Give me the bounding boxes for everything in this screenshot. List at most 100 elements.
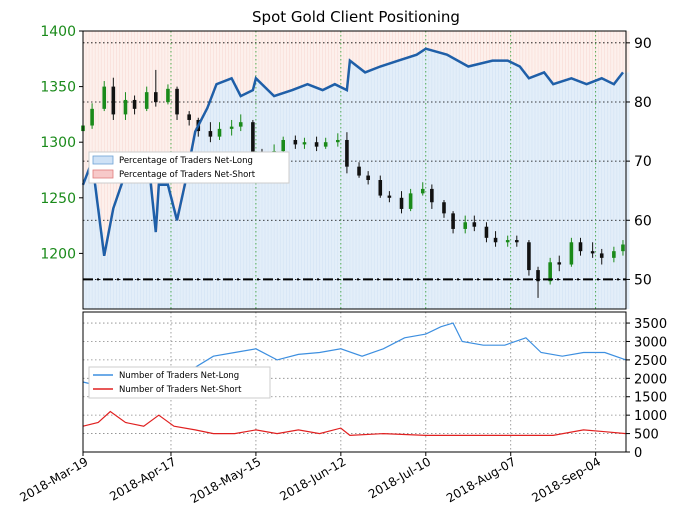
net-short-shade-strip <box>559 31 563 83</box>
net-long-shade-strip <box>322 90 327 310</box>
net-long-shade-strip <box>180 206 184 309</box>
net-short-shade-strip <box>301 31 305 87</box>
net-short-shade-strip <box>161 31 166 185</box>
net-long-shade-strip <box>116 199 120 309</box>
date-tick-label: 2018-Mar-19 <box>17 454 90 504</box>
net-short-shade-strip <box>447 31 451 55</box>
net-long-shade-strip <box>331 85 336 309</box>
net-long-shade-strip <box>271 93 275 309</box>
net-short-shade-strip <box>544 31 548 73</box>
net-short-shade-strip <box>450 31 454 57</box>
net-long-shade-strip <box>386 64 390 309</box>
net-long-shade-strip <box>286 92 290 309</box>
net-short-shade-strip <box>201 31 205 120</box>
net-long-shade-strip <box>268 90 272 310</box>
net-short-shade-strip <box>204 31 208 114</box>
net-long-shade-strip <box>583 83 587 310</box>
top-legend-box <box>88 151 290 184</box>
net-short-shade-strip <box>516 31 521 66</box>
net-long-shade-strip <box>249 91 254 310</box>
percentage-tick-label: 80 <box>634 95 652 111</box>
price-candles <box>81 69 625 298</box>
net-short-shade-strip <box>359 31 363 68</box>
net-short-shade-strip <box>571 31 575 79</box>
net-long-shade-strip <box>210 100 214 309</box>
net-long-shade-strip <box>510 62 515 309</box>
net-short-shade-strip <box>252 31 257 91</box>
candle-body <box>399 197 404 209</box>
bottom-legend-box <box>88 366 271 399</box>
net-short-shade-strip <box>453 31 457 59</box>
bottom-legend: Number of Traders Net-Long Number of Tra… <box>88 366 271 399</box>
net-long-shade-strip <box>580 81 584 309</box>
net-long-shade-strip <box>195 131 199 309</box>
net-long-shade-strip <box>589 83 594 310</box>
net-long-shade-strip <box>313 86 317 309</box>
net-long-shade-strip <box>565 80 569 310</box>
net-short-shade-strip <box>216 31 220 85</box>
net-short-shade-strip <box>331 31 336 86</box>
candle-body <box>281 139 286 152</box>
net-short-shade-strip <box>234 31 239 85</box>
net-long-shade-strip <box>516 65 521 309</box>
net-long-shade-strip <box>92 161 96 309</box>
net-short-shade-strip <box>328 31 333 88</box>
net-long-shade-strip <box>568 79 572 309</box>
legend-swatch-net-short-pct <box>92 169 114 179</box>
net-short-shade-strip <box>195 31 199 132</box>
net-long-shade-strip <box>325 88 330 309</box>
net-long-shade-strip <box>368 71 372 309</box>
net-short-shade-strip <box>356 31 360 66</box>
net-short-shade-strip <box>92 31 96 162</box>
net-long-shade-strip <box>486 62 490 309</box>
net-long-shade-strip <box>201 119 205 309</box>
net-short-shade-strip <box>601 31 606 79</box>
net-short-shade-strip <box>116 31 120 200</box>
percentage-tick-label: 60 <box>634 213 652 229</box>
net-long-shade-strip <box>453 58 457 309</box>
net-short-shade-strip <box>556 31 560 84</box>
net-long-shade-strip <box>228 79 233 309</box>
net-short-shade-strip <box>310 31 314 86</box>
net-short-shade-strip <box>255 31 260 79</box>
net-short-shade-strip <box>119 31 123 191</box>
net-long-shade-strip <box>155 232 160 309</box>
candle-body <box>175 88 179 115</box>
net-short-shade-strip <box>340 31 345 88</box>
net-short-shade-strip <box>468 31 472 67</box>
net-long-shade-strip <box>243 94 248 309</box>
net-long-shade-strip <box>104 255 108 309</box>
net-short-shade-strip <box>271 31 275 94</box>
net-short-shade-strip <box>592 31 597 82</box>
candle-body <box>463 222 468 229</box>
candle-body <box>366 175 370 181</box>
net-long-shade-strip <box>349 60 354 310</box>
net-long-shade-strip <box>471 65 475 309</box>
net-long-shade-strip <box>574 79 578 309</box>
net-short-shade-strip <box>371 31 375 71</box>
net-long-shade-strip <box>334 84 339 309</box>
net-long-shade-strip <box>440 52 445 309</box>
legend-label-net-long-count: Number of Traders Net-Long <box>119 371 239 381</box>
candle-body <box>557 262 562 265</box>
net-short-shade-strip <box>231 31 236 79</box>
net-long-shade-strip <box>98 208 102 309</box>
net-short-shade-strip <box>486 31 490 63</box>
net-short-shade-strip <box>541 31 545 74</box>
net-long-shade-strip <box>167 184 172 309</box>
net-short-shade-strip <box>189 31 193 164</box>
net-long-shade-strip <box>183 192 187 309</box>
count-tick-label: 2500 <box>634 354 667 369</box>
count-tick-label: 3500 <box>634 317 667 332</box>
net-long-shade-strip <box>622 72 627 309</box>
net-short-shade-strip <box>471 31 475 66</box>
price-tick-label: 1200 <box>40 246 76 262</box>
price-tick-label: 1300 <box>40 135 76 151</box>
net-long-shade-strip <box>346 90 351 310</box>
net-long-shade-strip <box>143 175 148 309</box>
net-long-shade-strip <box>252 90 257 310</box>
candle-body <box>472 222 477 227</box>
net-short-shade-strip <box>240 31 245 97</box>
net-long-shade-strip <box>101 232 105 309</box>
net-long-shade-strip <box>401 59 405 309</box>
